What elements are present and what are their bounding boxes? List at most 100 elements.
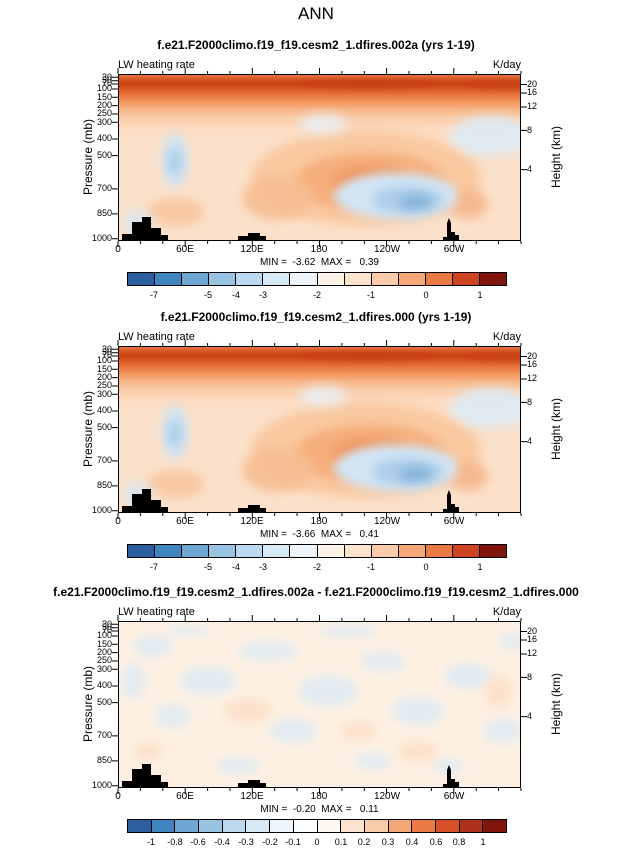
x-tick-label: 60W [443, 244, 465, 255]
y-tick-label: 300 [96, 664, 112, 674]
colorbar-tick-label: 0.4 [405, 837, 419, 847]
y-tick-label: 200 [96, 647, 112, 657]
contour-plot [112, 340, 527, 519]
colorbar-tick-label: 1 [477, 290, 483, 300]
y-tick-label: 700 [96, 183, 112, 193]
y-tick-label: 400 [96, 680, 112, 690]
height-tick-label: 8 [527, 672, 533, 682]
x-tick-label: 0 [115, 791, 121, 802]
units-label: K/day [492, 606, 521, 618]
colorbar-segment [370, 273, 398, 285]
units-label: K/day [492, 59, 521, 71]
height-tick-label: 12 [527, 101, 538, 111]
x-tick-label: 120W [373, 791, 401, 802]
y-tick-label: 700 [96, 455, 112, 465]
colorbar-tick-label: 0.1 [334, 837, 348, 847]
minmax-label: MIN = -3.62 MAX = 0.39 [260, 257, 379, 268]
y-tick-label: 50 [101, 622, 112, 632]
colorbar-tick-label: -0.2 [262, 837, 278, 847]
y-tick-label: 850 [96, 208, 112, 218]
colorbar-tick-label: -0.4 [214, 837, 230, 847]
colorbar-segment [245, 820, 270, 832]
y-tick-label: 500 [96, 422, 112, 432]
x-tick-label: 120E [240, 516, 264, 527]
y-tick-label: 850 [96, 480, 112, 490]
colorbar-segment [434, 820, 459, 832]
height-axis-label: Height (km) [549, 398, 563, 461]
x-tick-label: 0 [115, 244, 121, 255]
y-tick-label: 150 [96, 639, 112, 649]
y-tick-label: 500 [96, 150, 112, 160]
colorbar-tick-label: 0.2 [357, 837, 371, 847]
colorbar-tick-label: -1 [366, 290, 375, 300]
colorbar-tick-label: -7 [149, 562, 158, 572]
x-tick-label: 120E [240, 791, 264, 802]
y-tick-label: 50 [101, 347, 112, 357]
colorbar-segment [154, 273, 182, 285]
colorbar-segment [289, 545, 317, 557]
y-tick-label: 100 [96, 355, 112, 365]
colorbar-tick-label: -0.8 [167, 837, 183, 847]
panel-title: f.e21.F2000climo.f19_f19.cesm2_1.dfires.… [157, 38, 475, 52]
colorbar-segment [482, 820, 506, 832]
colorbar-segment [343, 273, 371, 285]
colorbar-segment [340, 820, 364, 832]
colorbar-segment [316, 820, 341, 832]
x-tick-label: 60W [443, 516, 465, 527]
height-tick-label: 20 [527, 351, 538, 361]
colorbar-segment [479, 273, 507, 285]
x-tick-label: 180 [310, 516, 328, 527]
contour-field [118, 621, 527, 788]
colorbar-segment [424, 545, 452, 557]
y-tick-label: 150 [96, 364, 112, 374]
height-tick-label: 4 [527, 711, 533, 721]
colorbar-tick-label: -1 [366, 562, 375, 572]
colorbar-tick-label: 0 [423, 562, 429, 572]
panel-title: f.e21.F2000climo.f19_f19.cesm2_1.dfires.… [53, 585, 579, 599]
units-label: K/day [492, 331, 521, 343]
colorbar-segment [235, 545, 263, 557]
colorbar-tick-label: -0.1 [285, 837, 301, 847]
height-tick-label: 20 [527, 626, 538, 636]
colorbar-segment [458, 820, 483, 832]
y-tick-label: 300 [96, 117, 112, 127]
y-tick-label: 850 [96, 755, 112, 765]
x-tick-label: 180 [310, 791, 328, 802]
height-tick-label: 16 [527, 359, 538, 369]
y-tick-label: 1000 [91, 233, 112, 243]
x-tick-label: 60E [176, 791, 194, 802]
x-tick-label: 180 [310, 244, 328, 255]
y-tick-label: 100 [96, 630, 112, 640]
colorbar [127, 272, 507, 286]
colorbar-segment [289, 273, 317, 285]
y-tick-label: 150 [96, 92, 112, 102]
y-tick-label: 50 [101, 75, 112, 85]
height-tick-label: 16 [527, 87, 538, 97]
y-tick-label: 250 [96, 108, 112, 118]
colorbar-segment [370, 545, 398, 557]
colorbar-segment [174, 820, 199, 832]
colorbar-segment [479, 545, 507, 557]
colorbar-segment [221, 820, 246, 832]
colorbar-segment [208, 273, 236, 285]
colorbar-segment [292, 820, 317, 832]
field-label: LW heating rate [118, 59, 195, 71]
height-tick-label: 8 [527, 397, 533, 407]
contour-plot [112, 68, 527, 247]
colorbar-tick-label: -4 [231, 562, 240, 572]
panel-difference: f.e21.F2000climo.f19_f19.cesm2_1.dfires.… [0, 585, 632, 851]
field-label: LW heating rate [118, 331, 195, 343]
colorbar-segment [387, 820, 412, 832]
x-tick-label: 120W [373, 244, 401, 255]
colorbar-tick-label: 0.3 [381, 837, 395, 847]
y-tick-label: 700 [96, 730, 112, 740]
colorbar-tick-label: 0 [314, 837, 320, 847]
colorbar-segment [128, 273, 155, 285]
colorbar-segment [154, 545, 182, 557]
height-axis-label: Height (km) [549, 673, 563, 736]
y-tick-label: 1000 [91, 505, 112, 515]
x-tick-label: 60E [176, 516, 194, 527]
colorbar-segment [411, 820, 435, 832]
colorbar-tick-label: -3 [258, 562, 267, 572]
